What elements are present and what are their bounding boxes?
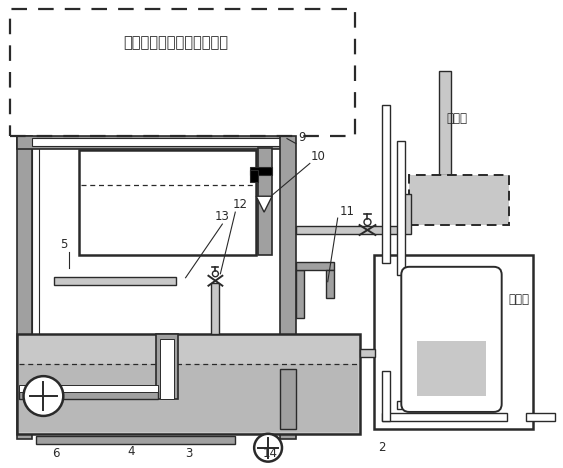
Bar [382,105,390,263]
Bar [212,283,220,335]
Circle shape [254,434,282,461]
Text: 12: 12 [233,198,248,211]
Text: 11: 11 [340,205,355,218]
Bar [409,176,508,225]
Bar [525,413,555,421]
Bar [16,335,360,434]
Bar [382,371,390,421]
Bar [156,335,177,399]
Bar [296,262,334,270]
Bar [37,436,235,444]
Bar [160,339,173,399]
Text: 下水道: 下水道 [508,293,529,306]
Bar [296,270,304,317]
Bar [55,277,176,285]
Bar [79,151,256,255]
Bar [403,194,411,234]
Bar [280,136,296,439]
Bar [417,341,486,396]
Text: 3: 3 [185,446,192,460]
Text: 2: 2 [378,441,385,453]
Text: 自来水: 自来水 [446,112,467,125]
Text: 10: 10 [310,150,325,163]
Circle shape [364,219,371,226]
Bar [19,391,158,399]
Bar [397,401,497,409]
Bar [16,136,285,148]
Bar [397,140,405,275]
Bar [250,170,258,183]
Bar [19,364,358,432]
Bar [382,413,507,421]
Text: 4: 4 [127,445,135,458]
Bar [33,138,39,434]
Bar [374,255,534,429]
Text: 13: 13 [215,210,230,223]
Text: 6: 6 [52,446,60,460]
Bar [81,185,254,253]
Bar [439,71,451,176]
Text: 14: 14 [262,446,278,460]
Text: 由养殖单元组成的溢流系统: 由养殖单元组成的溢流系统 [123,36,228,51]
Bar [280,369,296,429]
Bar [258,147,272,255]
Text: 9: 9 [298,131,306,144]
Bar [250,168,272,176]
Circle shape [24,376,63,416]
Polygon shape [256,196,272,212]
FancyBboxPatch shape [401,267,502,412]
Bar [10,9,355,136]
Bar [326,270,334,298]
Circle shape [212,271,218,277]
Bar [360,349,376,357]
Bar [33,138,285,146]
Bar [16,136,33,439]
Bar [19,385,158,392]
Text: 5: 5 [61,238,68,251]
Bar [296,226,403,234]
